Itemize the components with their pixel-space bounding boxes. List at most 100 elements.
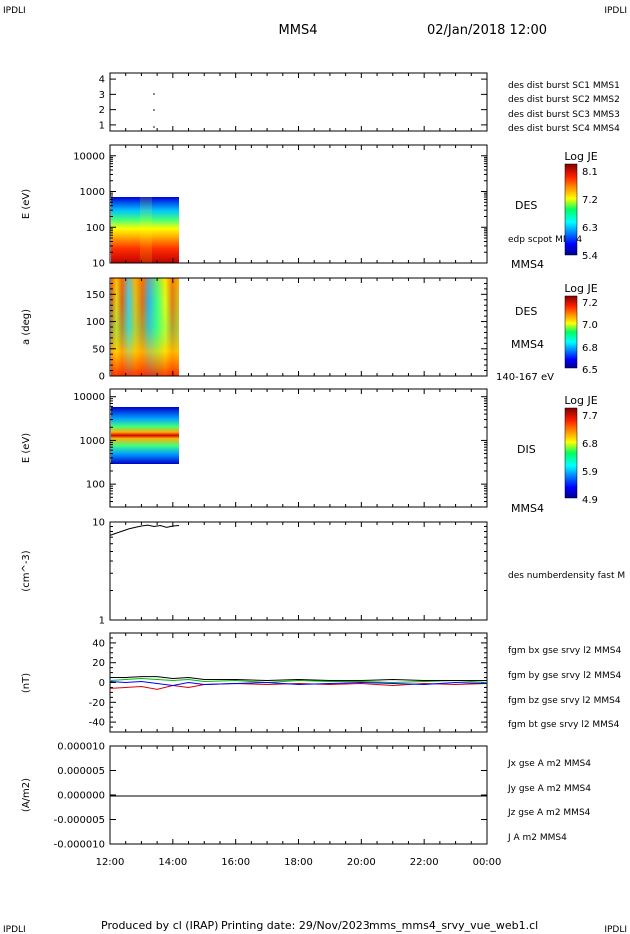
legend-current-j: J A m2 MMS4 <box>507 833 567 843</box>
y-tick-label: 1 <box>99 616 105 627</box>
y-tick-label: 40 <box>92 638 105 649</box>
footer-produced-by: Produced by cl (IRAP) <box>101 919 218 932</box>
y-tick-label: 100 <box>86 317 105 328</box>
y-tick-label: 10 <box>92 518 105 529</box>
burst-dot <box>153 126 155 128</box>
des-energy-sc-label: MMS4 <box>511 258 544 271</box>
colorbar-dis-energy-tick: 4.9 <box>582 495 598 506</box>
y-tick-label: 4 <box>99 75 105 86</box>
spacecraft-title: MMS4 <box>279 23 318 38</box>
y-tick-label: 1000 <box>80 187 105 198</box>
legend-fgm-by: fgm by gse srvy l2 MMS4 <box>508 671 621 681</box>
des-pitch-energy-label: 140-167 eV <box>496 372 554 383</box>
colorbar-dis-energy <box>564 407 578 499</box>
des-pitch-overlay <box>111 278 179 376</box>
des-energy-extra-label: edp scpot MMS4 <box>508 235 582 245</box>
colorbar-des-energy-tick: 8.1 <box>582 167 598 178</box>
panel-density-frame <box>109 521 488 621</box>
fgm-bt-line <box>110 676 487 682</box>
fgm-lines <box>109 676 488 690</box>
legend-burst-mms2: des dist burst SC2 MMS2 <box>508 95 620 105</box>
x-tick-label: 16:00 <box>221 857 250 868</box>
panel-burst-frame <box>109 72 488 132</box>
x-tick-label: 14:00 <box>158 857 187 868</box>
corner-label-bottom-left: IPDLI <box>3 925 26 934</box>
colorbar-des-energy-tick: 5.4 <box>582 251 598 262</box>
y-tick-label: 20 <box>92 658 105 669</box>
legend-fgm-bx: fgm bx gse srvy l2 MMS4 <box>508 646 621 656</box>
x-tick-label: 18:00 <box>284 857 313 868</box>
x-tick-label: 20:00 <box>347 857 376 868</box>
legend-burst-mms4: des dist burst SC4 MMS4 <box>508 124 620 134</box>
burst-dot <box>153 109 155 111</box>
colorbar-des-pitch-tick: 6.5 <box>582 365 598 376</box>
density-ylabel: (cm^-3) <box>21 550 32 591</box>
panel-dis-energy-ticks: 100 1000 10000 <box>73 389 488 507</box>
dis-energy-instrument-label: DIS <box>517 443 536 456</box>
colorbar-des-energy-tick: 6.3 <box>582 223 598 234</box>
des-energy-spectrogram <box>111 197 179 263</box>
y-tick-label: -20 <box>89 698 105 709</box>
fgm-bz-line <box>109 680 488 687</box>
x-tick-label: 12:00 <box>96 857 125 868</box>
panel-current-ticks: -0.000010 -0.000005 0.000000 0.000005 0.0000… <box>54 742 488 851</box>
legend-current-jx: Jx gse A m2 MMS4 <box>507 759 591 769</box>
y-tick-label: -0.000005 <box>54 815 105 826</box>
panel-des-energy: 10 100 1000 10000 E (eV) DES edp scpot MMS4… <box>21 144 598 271</box>
y-tick-label: -0.000010 <box>54 840 105 851</box>
panel-current-frame <box>109 745 488 845</box>
colorbar-dis-energy-tick: 7.7 <box>582 411 598 422</box>
y-tick-label: 0 <box>99 372 105 383</box>
panel-des-energy-ticks: 10 100 1000 10000 <box>73 145 488 270</box>
panel-des-pitch: 0 50 100 150 a (deg) DES MMS4 140-167 eV Lo… <box>21 277 598 383</box>
colorbar-des-pitch-tick: 7.2 <box>582 298 598 309</box>
y-tick-label: 100 <box>86 480 105 491</box>
panel-burst: 1 2 3 4 des dist burst SC1 MMS1 des dist bu… <box>99 72 620 134</box>
y-tick-label: 0.000005 <box>57 766 105 777</box>
des-energy-ylabel: E (eV) <box>21 189 32 219</box>
colorbar-des-pitch <box>564 295 578 369</box>
des-pitch-ylabel: a (deg) <box>21 309 32 345</box>
fgm-by-line <box>109 677 488 684</box>
corner-label-bottom-right: IPDLI <box>604 925 627 934</box>
y-tick-label: 100 <box>86 223 105 234</box>
y-tick-label: 10 <box>92 259 105 270</box>
current-ylabel: (A/m2) <box>21 778 32 812</box>
colorbar-des-pitch-tick: 6.8 <box>582 343 598 354</box>
colorbar-des-energy-title: Log JE <box>564 150 597 163</box>
panel-fgm: -40 -20 0 20 40 (nT) fgm bx gse srvy l2 MMS4… <box>21 632 621 733</box>
legend-burst-mms1: des dist burst SC1 MMS1 <box>508 81 620 91</box>
legend-current-jy: Jy gse A m2 MMS4 <box>507 784 591 794</box>
colorbar-dis-energy-tick: 6.8 <box>582 439 598 450</box>
footer-filename: mms_mms4_srvy_vue_web1.cl <box>369 919 538 932</box>
colorbar-dis-energy-title: Log JE <box>564 394 597 407</box>
y-tick-label: 0 <box>99 678 105 689</box>
y-tick-label: 0.000010 <box>57 742 105 753</box>
datetime-title: 02/Jan/2018 12:00 <box>427 23 547 38</box>
y-tick-label: 10000 <box>73 392 105 403</box>
y-tick-label: 50 <box>92 344 105 355</box>
burst-dot <box>153 93 155 95</box>
corner-label-top-left: IPDLI <box>3 6 26 16</box>
des-pitch-sc-label: MMS4 <box>511 338 544 351</box>
x-tick-label: 22:00 <box>410 857 439 868</box>
panel-fgm-ticks: -40 -20 0 20 40 <box>89 633 488 732</box>
colorbar-des-energy-tick: 7.2 <box>582 195 598 206</box>
x-tick-label: 00:00 <box>473 857 502 868</box>
legend-burst-mms3: des dist burst SC3 MMS3 <box>508 110 620 120</box>
colorbar-des-pitch-title: Log JE <box>564 282 597 295</box>
panel-des-pitch-ticks: 0 50 100 150 <box>86 278 488 383</box>
panel-density: 1 10 (cm^-3) des numberdensity fast M <box>21 518 625 627</box>
legend-fgm-bz: fgm bz gse srvy l2 MMS4 <box>508 696 621 706</box>
y-tick-label: 1000 <box>80 436 105 447</box>
panel-fgm-frame <box>109 632 488 733</box>
y-tick-label: 3 <box>99 90 105 101</box>
time-axis: 12:00 14:00 16:00 18:00 20:00 22:00 00:00 <box>96 857 502 868</box>
legend-fgm-bt: fgm bt gse srvy l2 MMS4 <box>508 720 620 730</box>
corner-label-top-right: IPDLI <box>604 6 627 16</box>
colorbar-des-pitch-tick: 7.0 <box>582 320 598 331</box>
y-tick-label: 1 <box>99 120 105 131</box>
y-tick-label: 150 <box>86 290 105 301</box>
